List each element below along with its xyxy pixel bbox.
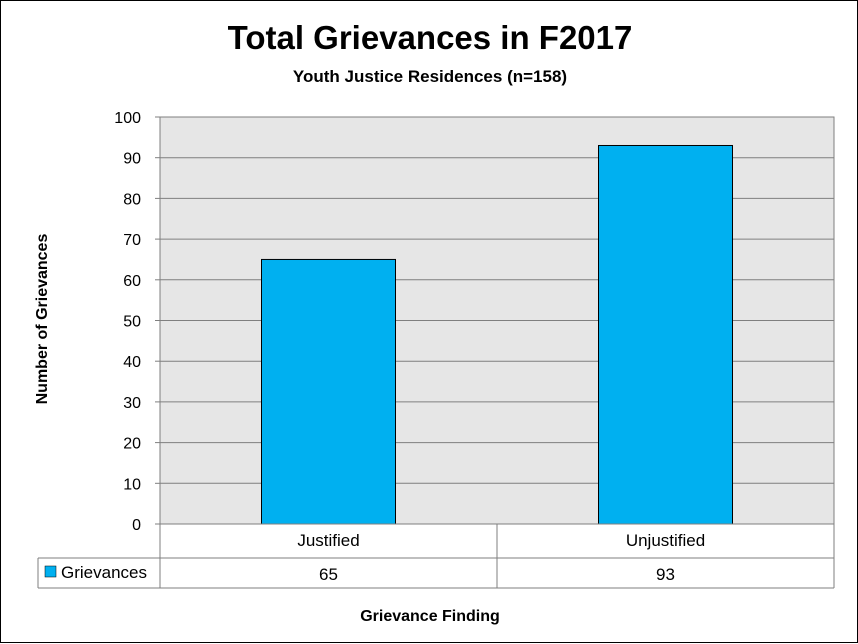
x-category-label: Unjustified bbox=[626, 531, 705, 550]
y-tick-label: 70 bbox=[123, 232, 141, 249]
legend-key bbox=[44, 565, 57, 578]
y-tick-label: 40 bbox=[123, 354, 141, 371]
bar-justified bbox=[261, 258, 396, 525]
y-tick-label: 60 bbox=[123, 273, 141, 290]
legend-series-name: Grievances bbox=[61, 563, 147, 582]
bar-unjustified bbox=[598, 144, 733, 525]
y-tick-label: 100 bbox=[114, 110, 141, 127]
y-tick-label: 50 bbox=[123, 314, 141, 331]
x-axis-title: Grievance Finding bbox=[360, 608, 500, 625]
y-tick-label: 90 bbox=[123, 151, 141, 168]
y-tick-label: 30 bbox=[123, 395, 141, 412]
x-category-label: Justified bbox=[297, 531, 359, 550]
chart-title: Total Grievances in F2017 bbox=[227, 19, 633, 56]
y-tick-label: 80 bbox=[123, 191, 141, 208]
y-tick-label: 10 bbox=[123, 476, 141, 493]
chart-subtitle: Youth Justice Residences (n=158) bbox=[292, 67, 568, 86]
y-tick-label: 20 bbox=[123, 436, 141, 453]
table-value: 93 bbox=[656, 565, 675, 584]
table-value: 65 bbox=[319, 565, 338, 584]
y-tick-label: 0 bbox=[132, 517, 141, 534]
